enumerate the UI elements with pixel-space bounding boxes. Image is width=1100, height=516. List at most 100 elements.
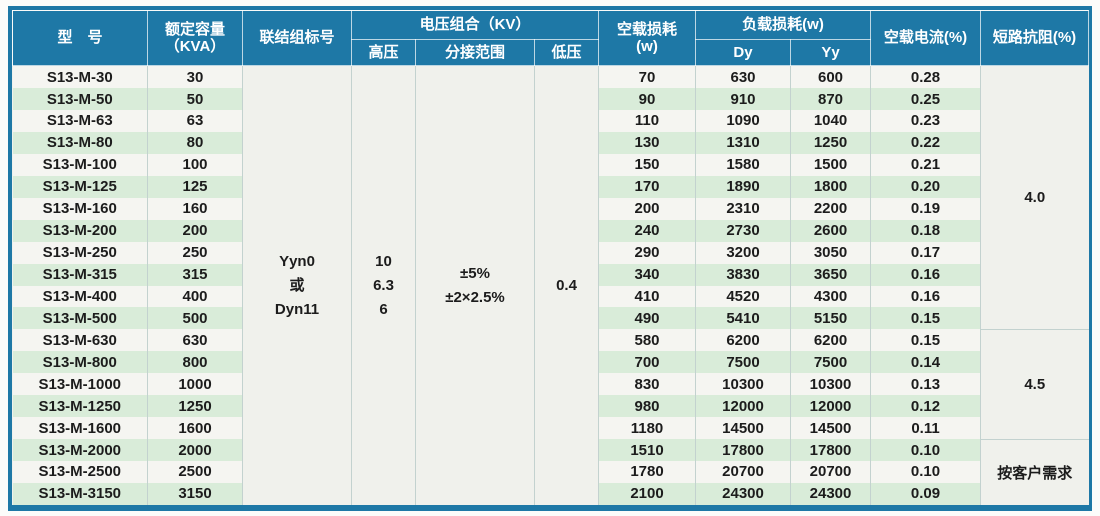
yy-cell: 600 [789, 65, 871, 89]
table-row: S13-M-400 400 410 4520 4300 0.16 [12, 285, 1089, 308]
no-load-current-cell: 0.11 [870, 417, 981, 440]
no-load-current-cell: 0.19 [870, 197, 981, 220]
table-header: 型 号 额定容量 （KVA） 联结组标号 电压组合（KV） 空载损耗 (w) 负… [12, 10, 1090, 66]
capacity-cell: 500 [147, 307, 243, 330]
no-load-current-cell: 0.13 [870, 373, 981, 396]
yy-cell: 20700 [789, 461, 871, 483]
header-model: 型 号 [12, 10, 148, 66]
capacity-cell: 2000 [147, 439, 243, 462]
table-row: S13-M-1250 1250 980 12000 12000 0.12 [12, 395, 1089, 418]
yy-cell: 1800 [789, 175, 871, 198]
model-cell: S13-M-160 [12, 197, 148, 220]
model-cell: S13-M-100 [12, 153, 148, 176]
model-cell: S13-M-3150 [12, 482, 148, 505]
table-row: S13-M-160 160 200 2310 2200 0.19 [12, 197, 1089, 220]
dy-cell: 20700 [695, 461, 791, 483]
table-row: S13-M-2500 2500 1780 20700 20700 0.10 [12, 461, 1089, 483]
table-row: S13-M-3150 3150 2100 24300 24300 0.09 [12, 482, 1089, 505]
capacity-cell: 80 [147, 131, 243, 154]
table-row: S13-M-125 125 170 1890 1800 0.20 [12, 175, 1089, 198]
impedance-cell: 4.5 [980, 328, 1089, 440]
header-connection-group: 联结组标号 [242, 10, 352, 66]
no-load-loss-cell: 340 [598, 263, 696, 286]
dy-cell: 6200 [695, 329, 791, 352]
no-load-loss-cell: 70 [598, 65, 696, 89]
dy-cell: 4520 [695, 285, 791, 308]
yy-cell: 1500 [789, 153, 871, 176]
table-row: S13-M-315 315 340 3830 3650 0.16 [12, 263, 1089, 286]
no-load-current-cell: 0.15 [870, 307, 981, 330]
table-row: S13-M-1000 1000 830 10300 10300 0.13 [12, 373, 1089, 396]
yy-cell: 24300 [789, 482, 871, 505]
dy-cell: 910 [695, 88, 791, 111]
header-row-1: 型 号 额定容量 （KVA） 联结组标号 电压组合（KV） 空载损耗 (w) 负… [12, 10, 1090, 66]
yy-cell: 12000 [789, 395, 871, 418]
dy-cell: 630 [695, 65, 791, 89]
no-load-current-cell: 0.15 [870, 329, 981, 352]
no-load-current-cell: 0.09 [870, 482, 981, 505]
no-load-loss-cell: 490 [598, 307, 696, 330]
yy-cell: 3050 [789, 241, 871, 264]
no-load-current-cell: 0.17 [870, 241, 981, 264]
no-load-loss-cell: 1180 [598, 417, 696, 440]
yy-cell: 2600 [789, 219, 871, 242]
tap-range-cell: ±5% ±2×2.5% [415, 65, 535, 505]
impedance-cell: 4.0 [980, 65, 1089, 330]
model-cell: S13-M-1000 [12, 373, 148, 396]
dy-cell: 7500 [695, 351, 791, 374]
model-cell: S13-M-630 [12, 329, 148, 352]
dy-cell: 1580 [695, 153, 791, 176]
table-row: S13-M-1600 1600 1180 14500 14500 0.11 [12, 417, 1089, 440]
no-load-loss-cell: 980 [598, 395, 696, 418]
table-row: S13-M-80 80 130 1310 1250 0.22 [12, 131, 1089, 154]
header-impedance: 短路抗阻(%) [980, 10, 1090, 66]
header-tap-range: 分接范围 [415, 39, 535, 66]
header-no-load-loss: 空载损耗 (w) [598, 10, 696, 66]
model-cell: S13-M-30 [12, 65, 148, 89]
no-load-loss-cell: 290 [598, 241, 696, 264]
no-load-loss-cell: 170 [598, 175, 696, 198]
table-row: S13-M-500 500 490 5410 5150 0.15 [12, 307, 1089, 330]
yy-cell: 6200 [789, 329, 871, 352]
model-cell: S13-M-63 [12, 110, 148, 132]
capacity-cell: 30 [147, 65, 243, 89]
dy-cell: 2310 [695, 197, 791, 220]
dy-cell: 5410 [695, 307, 791, 330]
capacity-cell: 160 [147, 197, 243, 220]
no-load-loss-cell: 150 [598, 153, 696, 176]
model-cell: S13-M-200 [12, 219, 148, 242]
table-row: S13-M-2000 2000 1510 17800 17800 0.10 按客户需求 [12, 438, 1089, 505]
no-load-loss-cell: 1510 [598, 439, 696, 462]
table-row: S13-M-250 250 290 3200 3050 0.17 [12, 241, 1089, 264]
no-load-loss-cell: 2100 [598, 482, 696, 505]
model-cell: S13-M-250 [12, 241, 148, 264]
dy-cell: 2730 [695, 219, 791, 242]
no-load-loss-cell: 410 [598, 285, 696, 308]
capacity-cell: 200 [147, 219, 243, 242]
dy-cell: 3830 [695, 263, 791, 286]
yy-cell: 10300 [789, 373, 871, 396]
no-load-current-cell: 0.21 [870, 153, 981, 176]
capacity-cell: 63 [147, 110, 243, 132]
no-load-current-cell: 0.10 [870, 439, 981, 462]
table-row: S13-M-50 50 90 910 870 0.25 [12, 88, 1089, 111]
no-load-current-cell: 0.16 [870, 263, 981, 286]
table-row: S13-M-100 100 150 1580 1500 0.21 [12, 153, 1089, 176]
yy-cell: 870 [789, 88, 871, 111]
capacity-cell: 400 [147, 285, 243, 308]
no-load-current-cell: 0.28 [870, 65, 981, 89]
capacity-cell: 100 [147, 153, 243, 176]
no-load-loss-cell: 700 [598, 351, 696, 374]
connection-group-cell: Yyn0 或 Dyn11 [242, 65, 352, 505]
no-load-current-cell: 0.18 [870, 219, 981, 242]
model-cell: S13-M-1600 [12, 417, 148, 440]
model-cell: S13-M-50 [12, 88, 148, 111]
model-cell: S13-M-1250 [12, 395, 148, 418]
yy-cell: 17800 [789, 439, 871, 462]
no-load-current-cell: 0.16 [870, 285, 981, 308]
no-load-current-cell: 0.22 [870, 131, 981, 154]
yy-cell: 3650 [789, 263, 871, 286]
dy-cell: 17800 [695, 439, 791, 462]
no-load-loss-cell: 130 [598, 131, 696, 154]
